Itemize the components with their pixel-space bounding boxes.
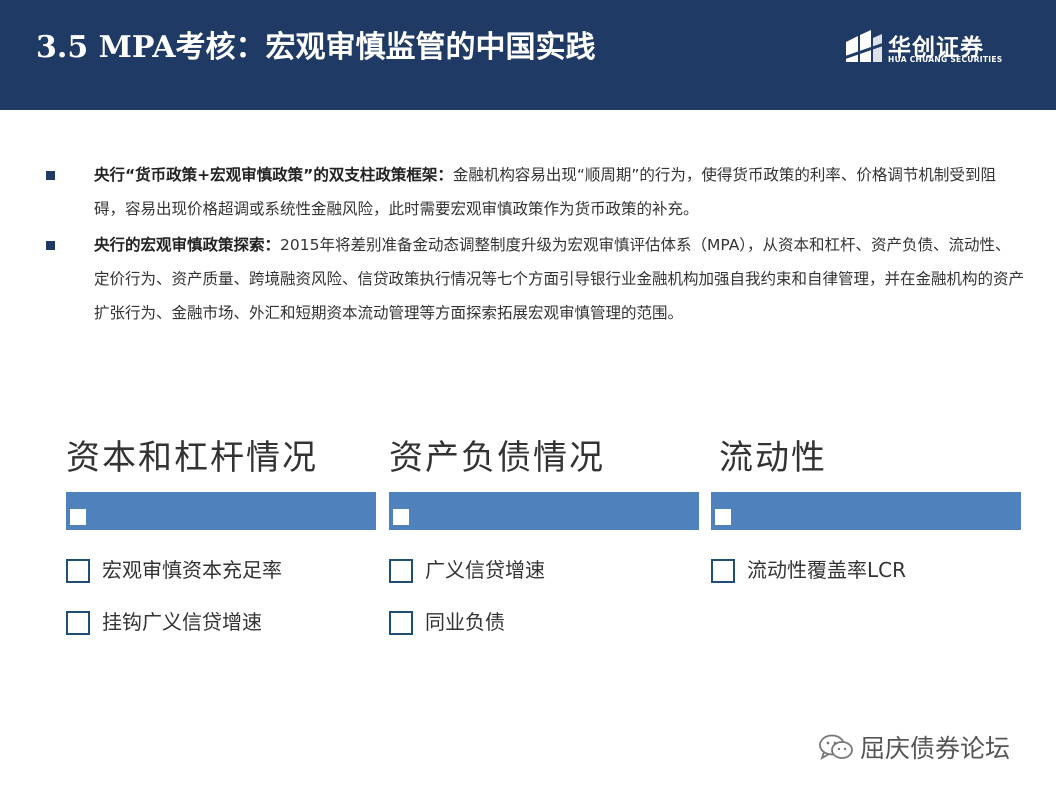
- column-header-bar: [389, 492, 699, 530]
- bar-square-icon: [393, 509, 409, 525]
- column-header-bar: [66, 492, 376, 530]
- square-bullet-icon: [46, 171, 55, 180]
- bullet-item: 央行的宏观审慎政策探索：2015年将差别准备金动态调整制度升级为宏观审慎评估体系…: [44, 228, 1024, 330]
- checklist-item: 流动性覆盖率LCR: [711, 550, 1021, 602]
- header-banner: 3.5 MPA考核：宏观审慎监管的中国实践 华创证券 HUA CHUANG SE…: [0, 0, 1056, 110]
- bullet-text: 2015年将差别准备金动态调整制度升级为宏观审慎评估体系（MPA），从资本和杠杆…: [94, 236, 1025, 322]
- checklist-label: 流动性覆盖率LCR: [747, 558, 907, 582]
- column-liquidity: 流动性 流动性覆盖率LCR: [711, 432, 1021, 602]
- logo-english-name: HUA CHUANG SECURITIES: [888, 55, 1003, 64]
- logo-mark-icon: [844, 30, 884, 62]
- checklist-item: 宏观审慎资本充足率: [66, 550, 376, 602]
- checkbox-icon: [389, 559, 413, 583]
- bar-square-icon: [715, 509, 731, 525]
- watermark-text: 屈庆债券论坛: [860, 734, 1011, 763]
- bullet-label: 央行的宏观审慎政策探索：: [94, 236, 281, 254]
- column-title: 资本和杠杆情况: [66, 438, 318, 478]
- column-header-bar: [711, 492, 1021, 530]
- column-title: 资产负债情况: [389, 438, 605, 478]
- bullet-item: 央行“货币政策+宏观审慎政策”的双支柱政策框架：金融机构容易出现“顺周期”的行为…: [44, 158, 1024, 226]
- checkbox-icon: [389, 611, 413, 635]
- checklist-label: 同业负债: [425, 610, 505, 634]
- checklist-label: 挂钩广义信贷增速: [102, 610, 262, 634]
- bullet-list: 央行“货币政策+宏观审慎政策”的双支柱政策框架：金融机构容易出现“顺周期”的行为…: [44, 158, 1024, 330]
- logo-chinese-name: 华创证券: [888, 35, 984, 61]
- column-assets-liabilities: 资产负债情况 广义信贷增速 同业负债: [389, 432, 699, 654]
- square-bullet-icon: [46, 241, 55, 250]
- page-title: 3.5 MPA考核：宏观审慎监管的中国实践: [36, 30, 596, 65]
- checklist-item: 挂钩广义信贷增速: [66, 602, 376, 654]
- column-capital-leverage: 资本和杠杆情况 宏观审慎资本充足率 挂钩广义信贷增速: [66, 432, 376, 654]
- checklist-label: 宏观审慎资本充足率: [102, 558, 282, 582]
- bullet-label: 央行“货币政策+宏观审慎政策”的双支柱政策框架：: [94, 166, 453, 184]
- checkbox-icon: [711, 559, 735, 583]
- checklist-item: 同业负债: [389, 602, 699, 654]
- bullet-text: 金融机构容易出现“顺周期”的行为，使得货币政策的利率、价格调节机制受到阻碍，容易…: [94, 166, 996, 218]
- checkbox-icon: [66, 611, 90, 635]
- checklist: 流动性覆盖率LCR: [711, 550, 1021, 602]
- checklist: 宏观审慎资本充足率 挂钩广义信贷增速: [66, 550, 376, 654]
- checklist-label: 广义信贷增速: [425, 558, 545, 582]
- checklist: 广义信贷增速 同业负债: [389, 550, 699, 654]
- company-logo: 华创证券 HUA CHUANG SECURITIES: [844, 28, 1014, 68]
- checkbox-icon: [66, 559, 90, 583]
- bar-square-icon: [70, 509, 86, 525]
- checklist-item: 广义信贷增速: [389, 550, 699, 602]
- wechat-icon: [819, 734, 853, 760]
- column-title: 流动性: [719, 438, 827, 478]
- watermark: 屈庆债券论坛: [818, 727, 1038, 767]
